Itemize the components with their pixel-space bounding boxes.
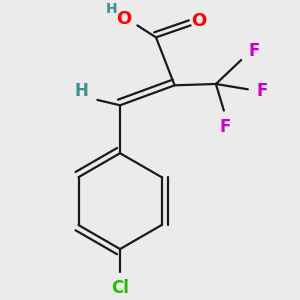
Text: F: F — [248, 42, 260, 60]
Text: O: O — [116, 10, 132, 28]
Text: F: F — [257, 82, 268, 100]
Text: Cl: Cl — [111, 279, 129, 297]
Text: H: H — [74, 82, 88, 100]
Text: O: O — [191, 12, 206, 30]
Text: H: H — [106, 2, 117, 16]
Text: F: F — [220, 118, 231, 136]
